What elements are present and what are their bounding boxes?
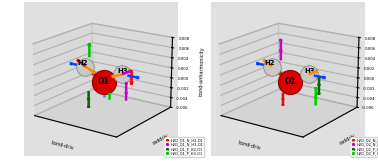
X-axis label: bond-driv: bond-driv (50, 140, 74, 151)
Legend: H2O_Q1_N_H2-O1, H2O_Q1_N_H3-O1, H2O_Q1_P_H2-O1, H2O_Q1_P_H3-O1: H2O_Q1_N_H2-O1, H2O_Q1_N_H3-O1, H2O_Q1_P… (165, 137, 204, 157)
Y-axis label: raddriv: raddriv (152, 133, 170, 145)
X-axis label: bond-driv: bond-driv (237, 140, 261, 151)
Y-axis label: raddriv: raddriv (339, 133, 356, 145)
Legend: H2O_Q2_N_H2-O1, H2O_Q2_N_H3-O1, H2O_Q2_P_H2-O1, H2O_Q2_P_H3-O1: H2O_Q2_N_H2-O1, H2O_Q2_N_H3-O1, H2O_Q2_P… (352, 137, 378, 157)
